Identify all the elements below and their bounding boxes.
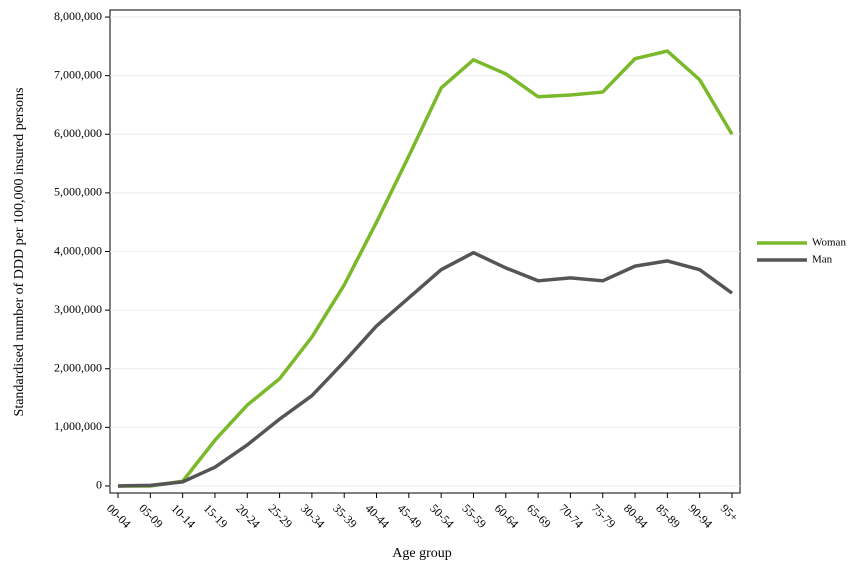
x-tick-label: 55-59: [459, 501, 489, 531]
x-tick-label: 45-49: [395, 501, 425, 531]
x-tick-label: 30-34: [298, 501, 328, 531]
y-tick-label: 6,000,000: [54, 126, 102, 140]
y-tick-label: 2,000,000: [54, 360, 102, 374]
x-tick-label: 65-69: [524, 501, 554, 531]
x-tick-label: 00-04: [104, 501, 134, 531]
x-tick-label: 40-44: [362, 501, 392, 531]
y-tick-label: 3,000,000: [54, 302, 102, 316]
x-tick-label: 75-79: [589, 501, 619, 531]
x-tick-label: 25-29: [266, 501, 296, 531]
x-tick-label: 10-14: [169, 501, 199, 531]
legend-label: Man: [812, 254, 833, 266]
x-tick-label: 50-54: [427, 501, 457, 531]
y-axis-label: Standardised number of DDD per 100,000 i…: [12, 88, 27, 417]
x-tick-label: 80-84: [621, 501, 651, 531]
line-series: [117, 250, 734, 488]
x-tick-label: 05-09: [136, 501, 166, 531]
legend-label: Woman: [812, 237, 846, 249]
y-tick-label: 7,000,000: [54, 67, 102, 81]
x-tick-label: 85-89: [653, 501, 683, 531]
x-tick-label: 95+: [718, 501, 741, 524]
line-series: [118, 49, 734, 488]
y-tick-label: 1,000,000: [54, 419, 102, 433]
y-tick-label: 4,000,000: [54, 243, 102, 257]
x-tick-label: 90-94: [686, 501, 716, 531]
x-tick-label: 20-24: [233, 501, 263, 531]
y-tick-label: 8,000,000: [54, 9, 102, 23]
y-tick-label: 0: [96, 478, 102, 492]
x-tick-label: 70-74: [556, 501, 586, 531]
x-tick-label: 60-64: [492, 501, 522, 531]
x-tick-label: 35-39: [330, 501, 360, 531]
x-tick-label: 15-19: [201, 501, 231, 531]
y-tick-label: 5,000,000: [54, 185, 102, 199]
x-axis-label: Age group: [392, 546, 452, 561]
